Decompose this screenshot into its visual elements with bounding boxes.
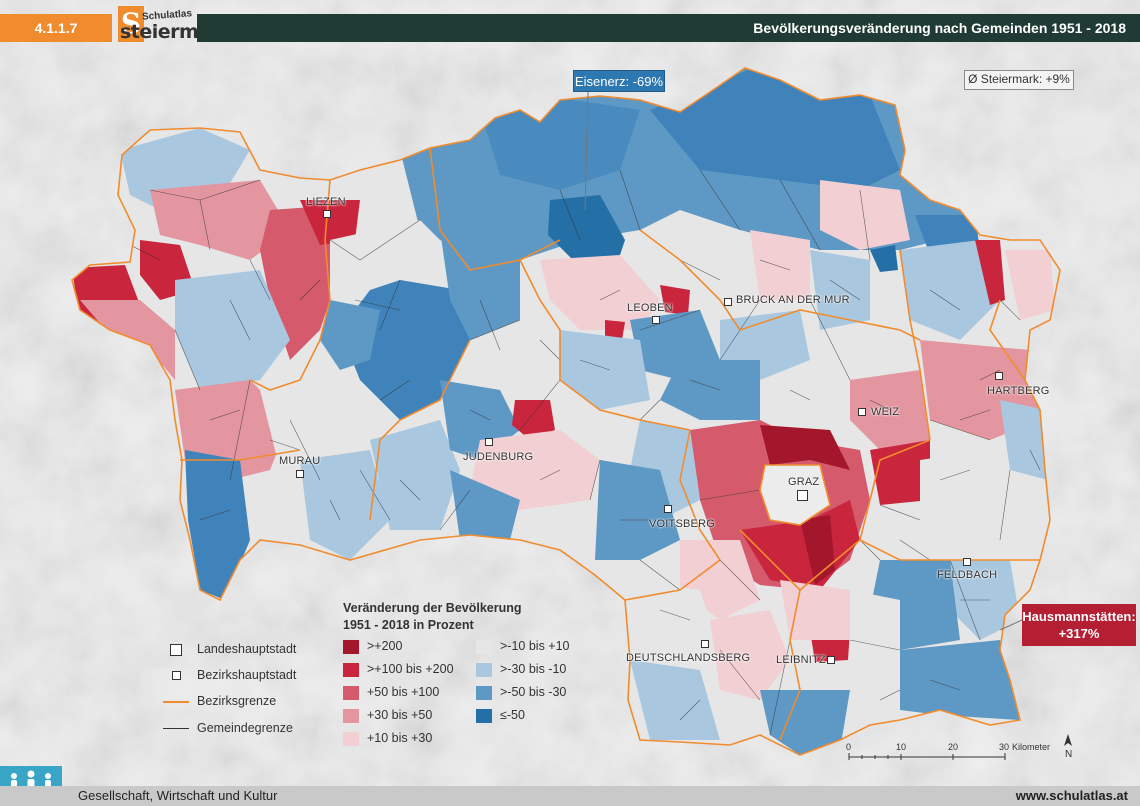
bezirkshauptstadt-marker bbox=[664, 505, 672, 513]
town-label-graz: GRAZ bbox=[788, 476, 820, 488]
scale-tick-0: 0 bbox=[846, 742, 852, 752]
scale-unit: Kilometer bbox=[1012, 742, 1051, 752]
legend-class-label: >-30 bis -10 bbox=[500, 662, 567, 676]
bezirkshauptstadt-marker bbox=[701, 640, 709, 648]
average-callout: Ø Steiermark: +9% bbox=[964, 70, 1074, 90]
legend-swatch bbox=[476, 686, 492, 700]
hausmannstaetten-callout: Hausmannstätten: +317% bbox=[1022, 604, 1136, 646]
legend-class-label: >+200 bbox=[367, 639, 403, 653]
town-label-deutschlandsberg: DEUTSCHLANDSBERG bbox=[626, 652, 751, 664]
legend-swatch bbox=[476, 663, 492, 677]
town-label-leibnitz: LEIBNITZ bbox=[776, 654, 826, 666]
legend-gemeindegrenze-label: Gemeindegrenze bbox=[197, 721, 293, 735]
legend-swatch bbox=[343, 640, 359, 654]
legend-class-label: ≤-50 bbox=[500, 708, 525, 722]
town-label-liezen: LIEZEN bbox=[306, 196, 346, 208]
town-label-voitsberg: VOITSBERG bbox=[649, 518, 715, 530]
bezirkshauptstadt-marker bbox=[323, 210, 331, 218]
legend-swatch bbox=[343, 663, 359, 677]
north-arrow-icon bbox=[1064, 734, 1072, 746]
bezirksgrenzen bbox=[71, 67, 1061, 756]
eisenerz-callout: Eisenerz: -69% bbox=[573, 70, 665, 92]
scale-tick-30: 30 bbox=[999, 742, 1010, 752]
town-label-leoben: LEOBEN bbox=[627, 302, 673, 314]
hausmannstaetten-value: +317% bbox=[1058, 626, 1100, 641]
footer: Gesellschaft, Wirtschaft und Kultur www.… bbox=[0, 786, 1140, 806]
legend-swatch bbox=[476, 709, 492, 723]
town-label-bruck: BRUCK AN DER MUR bbox=[736, 294, 850, 306]
bezirkshauptstadt-marker bbox=[858, 408, 866, 416]
footer-category: Gesellschaft, Wirtschaft und Kultur bbox=[78, 788, 278, 803]
bezirkshauptstadt-marker bbox=[827, 656, 835, 664]
bezirkshauptstadt-marker bbox=[652, 316, 660, 324]
legend-gemeindegrenze-symbol bbox=[163, 728, 189, 729]
legend-class-label: >-50 bis -30 bbox=[500, 685, 567, 699]
legend-bezirkshauptstadt-symbol bbox=[172, 671, 181, 680]
bezirkshauptstadt-marker bbox=[995, 372, 1003, 380]
landeshauptstadt-marker bbox=[797, 490, 808, 501]
legend-bezirkshauptstadt-label: Bezirkshauptstadt bbox=[197, 668, 297, 682]
legend-title-line1: Veränderung der Bevölkerung bbox=[343, 601, 522, 615]
scale-tick-20: 20 bbox=[948, 742, 959, 752]
legend-swatch bbox=[476, 640, 492, 654]
legend-class-label: >+100 bis +200 bbox=[367, 662, 454, 676]
eisenerz-leader-line bbox=[584, 91, 589, 211]
bezirkshauptstadt-marker bbox=[963, 558, 971, 566]
logo-letter: S bbox=[118, 6, 144, 42]
legend-bezirksgrenze-label: Bezirksgrenze bbox=[197, 694, 277, 708]
legend-title: Veränderung der Bevölkerung 1951 - 2018 … bbox=[343, 600, 522, 634]
north-label: N bbox=[1065, 749, 1073, 760]
legend-class-label: +50 bis +100 bbox=[367, 685, 440, 699]
map-title: Bevölkerungsveränderung nach Gemeinden 1… bbox=[197, 14, 1140, 42]
town-label-weiz: WEIZ bbox=[871, 406, 900, 418]
legend-landeshauptstadt-label: Landeshauptstadt bbox=[197, 642, 297, 656]
scale-tick-10: 10 bbox=[896, 742, 907, 752]
town-label-feldbach: FELDBACH bbox=[937, 569, 998, 581]
legend-class-label: >-10 bis +10 bbox=[500, 639, 570, 653]
legend-landeshauptstadt-symbol bbox=[170, 644, 182, 656]
legend-swatch bbox=[343, 686, 359, 700]
town-label-judenburg: JUDENBURG bbox=[463, 451, 534, 463]
legend-class-label: +10 bis +30 bbox=[367, 731, 433, 745]
legend-class-label: +30 bis +50 bbox=[367, 708, 433, 722]
section-number: 4.1.1.7 bbox=[0, 14, 112, 42]
town-label-murau: MURAU bbox=[279, 455, 321, 467]
bezirkshauptstadt-marker bbox=[724, 298, 732, 306]
municipality-fills bbox=[72, 68, 1055, 755]
scale-bar bbox=[848, 753, 1006, 760]
bezirkshauptstadt-marker bbox=[485, 438, 493, 446]
town-label-hartberg: HARTBERG bbox=[987, 385, 1050, 397]
hausmannstaetten-name: Hausmannstätten: bbox=[1022, 609, 1136, 624]
legend-bezirksgrenze-symbol bbox=[163, 701, 189, 703]
hausmannstaetten-leader-line bbox=[999, 619, 1023, 631]
footer-url[interactable]: www.schulatlas.at bbox=[1015, 788, 1128, 803]
legend-swatch bbox=[343, 709, 359, 723]
legend-title-line2: 1951 - 2018 in Prozent bbox=[343, 618, 474, 632]
legend-swatch bbox=[343, 732, 359, 746]
bezirkshauptstadt-marker bbox=[296, 470, 304, 478]
